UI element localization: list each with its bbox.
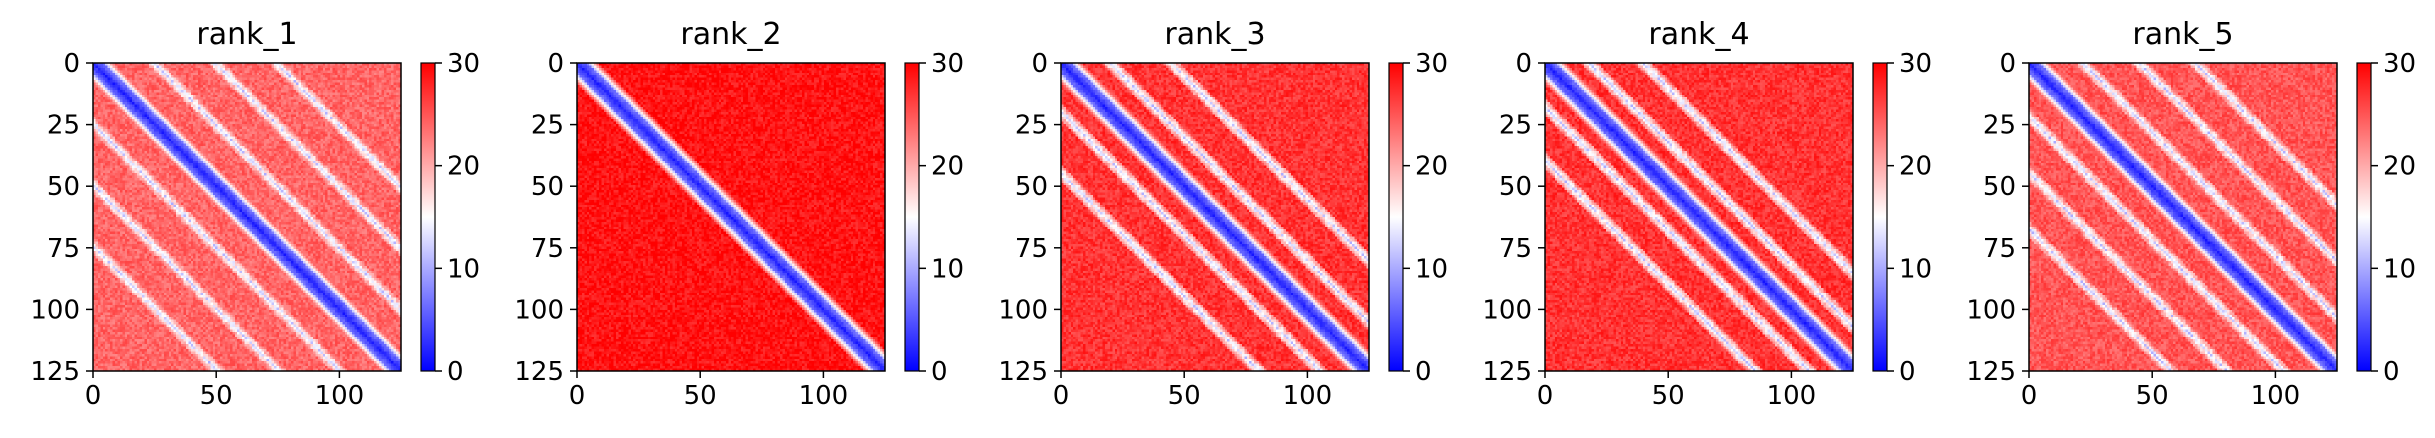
y-tick-label: 25 — [1983, 111, 2016, 141]
colorbar — [904, 62, 920, 372]
x-tick-label: 50 — [2136, 381, 2169, 411]
panel-title: rank_4 — [1648, 17, 1749, 52]
y-tick-label: 100 — [1482, 295, 1532, 325]
y-tick-label: 0 — [547, 49, 564, 79]
x-tick-label: 50 — [1168, 381, 1201, 411]
plot-frame — [1544, 62, 1854, 372]
plot-frame — [92, 62, 402, 372]
colorbar-tick-label: 30 — [931, 49, 964, 79]
y-tick-label: 25 — [531, 111, 564, 141]
y-tick-label: 0 — [1031, 49, 1048, 79]
y-tick-label: 100 — [998, 295, 1048, 325]
y-tick-label: 25 — [1499, 111, 1532, 141]
y-tick-label: 100 — [30, 295, 80, 325]
x-tick-label: 100 — [1283, 381, 1333, 411]
y-tick-label: 25 — [1015, 111, 1048, 141]
plot-frame — [1060, 62, 1370, 372]
y-tick-label: 75 — [1499, 234, 1532, 264]
colorbar-tick-label: 30 — [1899, 49, 1932, 79]
y-tick-label: 125 — [1482, 357, 1532, 387]
colorbar — [2356, 62, 2372, 372]
colorbar-tick-label: 30 — [447, 49, 480, 79]
heatmap-image — [1545, 63, 1853, 371]
colorbar-tick-label: 20 — [1415, 152, 1448, 182]
panel-title: rank_2 — [680, 17, 781, 52]
panel-title: rank_5 — [2132, 17, 2233, 52]
y-tick-label: 50 — [1499, 172, 1532, 202]
heatmap-image — [1061, 63, 1369, 371]
heatmap-image — [2029, 63, 2337, 371]
x-tick-label: 50 — [684, 381, 717, 411]
colorbar-tick-label: 10 — [447, 254, 480, 284]
colorbar-tick-label: 0 — [2383, 357, 2400, 387]
y-tick-label: 50 — [531, 172, 564, 202]
y-tick-label: 100 — [514, 295, 564, 325]
heatmap-image — [577, 63, 885, 371]
y-tick-label: 50 — [1015, 172, 1048, 202]
x-tick-label: 100 — [2251, 381, 2301, 411]
colorbar — [1388, 62, 1404, 372]
colorbar — [420, 62, 436, 372]
x-tick-label: 0 — [85, 381, 102, 411]
y-tick-label: 25 — [47, 111, 80, 141]
colorbar-tick-label: 20 — [931, 152, 964, 182]
colorbar-tick-label: 10 — [931, 254, 964, 284]
y-tick-label: 0 — [1999, 49, 2016, 79]
plot-frame — [576, 62, 886, 372]
colorbar — [1872, 62, 1888, 372]
panel-title: rank_3 — [1164, 17, 1265, 52]
colorbar-tick-label: 30 — [2383, 49, 2416, 79]
y-tick-label: 100 — [1966, 295, 2016, 325]
colorbar-tick-label: 10 — [1415, 254, 1448, 284]
colorbar-tick-label: 10 — [1899, 254, 1932, 284]
x-tick-label: 0 — [1053, 381, 1070, 411]
y-tick-label: 50 — [47, 172, 80, 202]
y-tick-label: 0 — [63, 49, 80, 79]
plot-frame — [2028, 62, 2338, 372]
y-tick-label: 75 — [531, 234, 564, 264]
x-tick-label: 100 — [315, 381, 365, 411]
colorbar-tick-label: 30 — [1415, 49, 1448, 79]
y-tick-label: 125 — [998, 357, 1048, 387]
x-tick-label: 0 — [1537, 381, 1554, 411]
y-tick-label: 125 — [1966, 357, 2016, 387]
x-tick-label: 0 — [569, 381, 586, 411]
colorbar-tick-label: 20 — [447, 152, 480, 182]
colorbar-tick-label: 0 — [1899, 357, 1916, 387]
y-tick-label: 125 — [30, 357, 80, 387]
y-tick-label: 75 — [1983, 234, 2016, 264]
x-tick-label: 100 — [799, 381, 849, 411]
colorbar-tick-label: 20 — [2383, 152, 2416, 182]
colorbar-tick-label: 0 — [1415, 357, 1432, 387]
y-tick-label: 125 — [514, 357, 564, 387]
x-tick-label: 50 — [1652, 381, 1685, 411]
colorbar-tick-label: 0 — [931, 357, 948, 387]
heatmap-image — [93, 63, 401, 371]
y-tick-label: 0 — [1515, 49, 1532, 79]
y-tick-label: 75 — [1015, 234, 1048, 264]
colorbar-tick-label: 0 — [447, 357, 464, 387]
colorbar-tick-label: 20 — [1899, 152, 1932, 182]
y-tick-label: 75 — [47, 234, 80, 264]
x-tick-label: 50 — [200, 381, 233, 411]
x-tick-label: 0 — [2021, 381, 2038, 411]
panel-title: rank_1 — [196, 17, 297, 52]
x-tick-label: 100 — [1767, 381, 1817, 411]
y-tick-label: 50 — [1983, 172, 2016, 202]
colorbar-tick-label: 10 — [2383, 254, 2416, 284]
